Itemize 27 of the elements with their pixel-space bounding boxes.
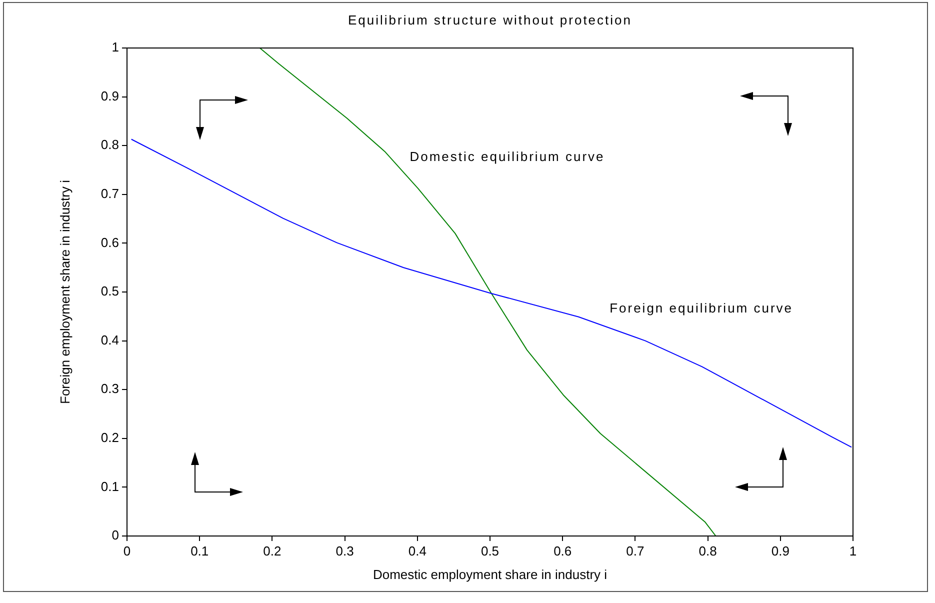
y-tick-label: 0.8 bbox=[100, 137, 119, 152]
x-tick-label: 0.5 bbox=[480, 543, 500, 558]
y-tick-label: 0.6 bbox=[100, 234, 119, 250]
x-tick-label: 0.7 bbox=[626, 543, 644, 558]
y-tick-label: 1 bbox=[112, 40, 119, 55]
chart-title: Equilibrium structure without protection bbox=[348, 12, 632, 28]
x-tick-label: 1 bbox=[849, 543, 857, 558]
x-tick-label: 0.1 bbox=[190, 543, 209, 558]
y-axis-title: Foreign employment share in industry i bbox=[57, 180, 72, 404]
x-tick-label: 0.6 bbox=[554, 543, 572, 558]
x-tick-label: 0.3 bbox=[336, 543, 354, 558]
x-tick-label: 0 bbox=[123, 543, 131, 558]
x-axis-title: Domestic employment share in industry i bbox=[372, 566, 608, 582]
x-tick-label: 0.9 bbox=[771, 543, 790, 558]
x-tick-label: 0.8 bbox=[698, 543, 717, 558]
y-tick-label: 0.1 bbox=[100, 478, 119, 494]
y-tick-label: 0.9 bbox=[100, 88, 119, 104]
x-tick-label: 0.4 bbox=[408, 543, 426, 558]
x-tick-label: 0.2 bbox=[263, 543, 282, 558]
y-tick-label: 0.2 bbox=[100, 430, 119, 445]
y-tick-label: 0.4 bbox=[100, 332, 119, 348]
y-tick-label: 0.3 bbox=[100, 381, 119, 396]
series-label: Foreign equilibrium curve bbox=[610, 300, 794, 316]
y-tick-label: 0 bbox=[112, 528, 119, 543]
y-tick-label: 0.7 bbox=[100, 186, 119, 201]
y-tick-label: 0.5 bbox=[100, 284, 119, 299]
series-label: Domestic equilibrium curve bbox=[410, 149, 605, 164]
